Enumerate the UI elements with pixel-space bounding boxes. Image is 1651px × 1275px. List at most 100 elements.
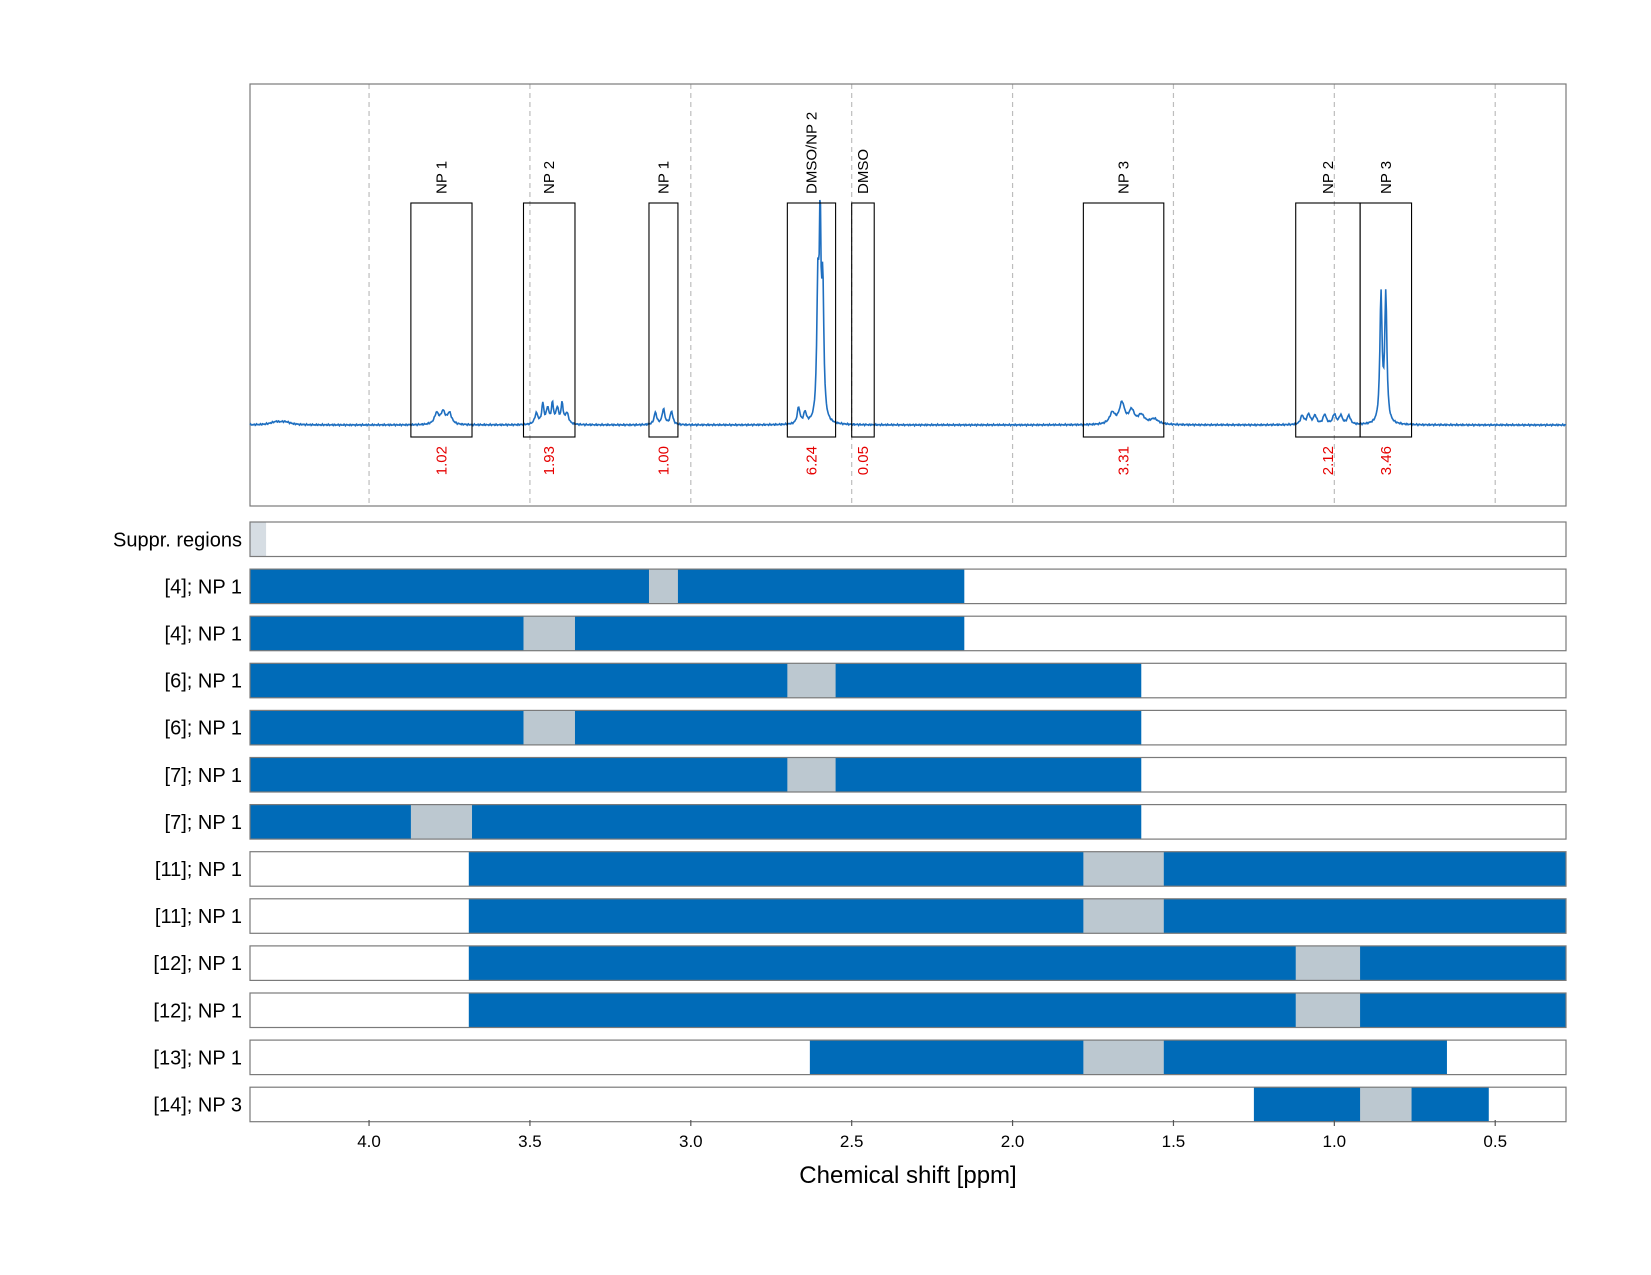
row-2-frame [249,615,1567,652]
integration-box-3 [786,202,837,438]
row-2-range-bar-0 [250,616,965,651]
row-8-excluded-region-0 [1083,898,1164,934]
integration-box-2 [648,202,679,438]
integration-region-3: DMSO/NP 2 6.24 [786,112,837,475]
integration-region-1: NP 2 1.93 [522,161,576,475]
row-label-3: [6]; NP 1 [165,671,242,693]
row-9-excluded-region-0 [1295,945,1361,981]
range-row-9: [12]; NP 1 [153,945,1567,982]
x-tick-label-2: 3.0 [679,1132,703,1151]
row-3-excluded-region-0 [787,663,836,698]
row-4-frame [249,709,1567,746]
row-7-range-bar-0 [468,851,1566,887]
range-row-3: [6]; NP 1 [165,662,1567,699]
region-label-6: NP 2 [1320,161,1337,194]
row-label-7: [11]; NP 1 [155,859,242,881]
integration-box-5 [1082,202,1165,438]
row-12-excluded-region-0 [1360,1087,1412,1122]
row-10-frame [249,992,1567,1029]
row-2-excluded-region-0 [523,616,575,651]
integral-value-3: 6.24 [803,446,820,475]
range-row-1: [4]; NP 1 [165,568,1567,605]
integration-box-1 [522,202,576,438]
x-tick-label-5: 1.5 [1162,1132,1186,1151]
row-label-8: [11]; NP 1 [155,906,242,928]
row-label-10: [12]; NP 1 [153,1000,242,1022]
region-label-2: NP 1 [655,161,672,194]
row-label-6: [7]; NP 1 [165,812,242,834]
row-5-excluded-region-0 [787,757,836,792]
integral-value-0: 1.02 [433,446,450,475]
range-row-12: [14]; NP 3 [153,1086,1567,1123]
integral-value-2: 1.00 [655,446,672,475]
row-3-frame [249,662,1567,699]
integration-region-6: NP 2 2.12 [1295,161,1361,475]
row-0-frame [249,521,1567,558]
row-9-frame [249,945,1567,982]
x-axis-title: Chemical shift [ppm] [799,1162,1016,1189]
row-6-excluded-region-0 [410,804,473,840]
range-row-8: [11]; NP 1 [155,898,1567,934]
grid-lines [368,84,1496,506]
integral-value-5: 3.31 [1116,446,1133,475]
row-8-frame [249,898,1567,934]
integration-box-4 [851,202,875,438]
integration-region-7: NP 3 3.46 [1359,161,1413,475]
row-6-range-bar-0 [250,804,1142,840]
range-row-5: [7]; NP 1 [165,756,1567,793]
range-row-11: [13]; NP 1 [153,1039,1567,1076]
row-label-5: [7]; NP 1 [165,765,242,787]
x-tick-label-6: 1.0 [1323,1132,1347,1151]
row-10-range-bar-0 [468,993,1566,1028]
range-row-0: Suppr. regions [113,521,1567,558]
row-0-suppressed-region-0 [250,522,267,557]
row-label-1: [4]; NP 1 [165,576,242,598]
range-row-2: [4]; NP 1 [165,615,1567,652]
row-label-2: [4]; NP 1 [165,623,242,645]
row-11-excluded-region-0 [1083,1040,1164,1075]
row-9-range-bar-0 [468,945,1566,981]
x-tick-label-0: 4.0 [357,1132,381,1151]
row-4-range-bar-0 [250,710,1142,745]
integration-region-4: DMSO 0.05 [851,149,875,475]
row-3-range-bar-0 [250,663,1142,698]
row-label-4: [6]; NP 1 [165,718,242,740]
row-label-12: [14]; NP 3 [153,1094,242,1116]
row-1-frame [249,568,1567,605]
integration-region-0: NP 1 1.02 [410,161,473,475]
row-11-frame [249,1039,1567,1076]
range-row-6: [7]; NP 1 [165,803,1567,840]
row-label-0: Suppr. regions [113,529,242,551]
row-8-range-bar-0 [468,898,1566,934]
integral-value-1: 1.93 [541,446,558,475]
spectrum-frame [249,83,1567,507]
row-10-excluded-region-0 [1295,993,1361,1028]
region-label-3: DMSO/NP 2 [803,112,820,194]
integration-region-5: NP 3 3.31 [1082,161,1165,475]
row-12-frame [249,1086,1567,1123]
region-label-0: NP 1 [433,161,450,194]
integration-box-6 [1295,202,1361,438]
row-6-frame [249,803,1567,840]
row-5-frame [249,756,1567,793]
range-row-7: [11]; NP 1 [155,851,1567,887]
x-tick-label-4: 2.0 [1001,1132,1025,1151]
x-tick-label-3: 2.5 [840,1132,864,1151]
spectrum-line [249,199,1567,428]
range-rows: Suppr. regions [4]; NP 1 [4]; NP 1 [6]; NP … [113,521,1567,1123]
integral-value-4: 0.05 [855,446,872,475]
region-label-1: NP 2 [541,161,558,194]
x-tick-label-7: 0.5 [1483,1132,1507,1151]
integral-value-7: 3.46 [1378,446,1395,475]
row-7-frame [249,851,1567,887]
row-1-excluded-region-0 [648,569,678,604]
integration-region-2: NP 1 1.00 [648,161,679,475]
region-label-7: NP 3 [1378,161,1395,194]
row-1-range-bar-0 [250,569,965,604]
row-5-range-bar-0 [250,757,1142,792]
integration-box-7 [1359,202,1413,438]
region-label-4: DMSO [855,149,872,194]
integral-value-6: 2.12 [1320,446,1337,475]
row-label-11: [13]; NP 1 [153,1047,242,1069]
